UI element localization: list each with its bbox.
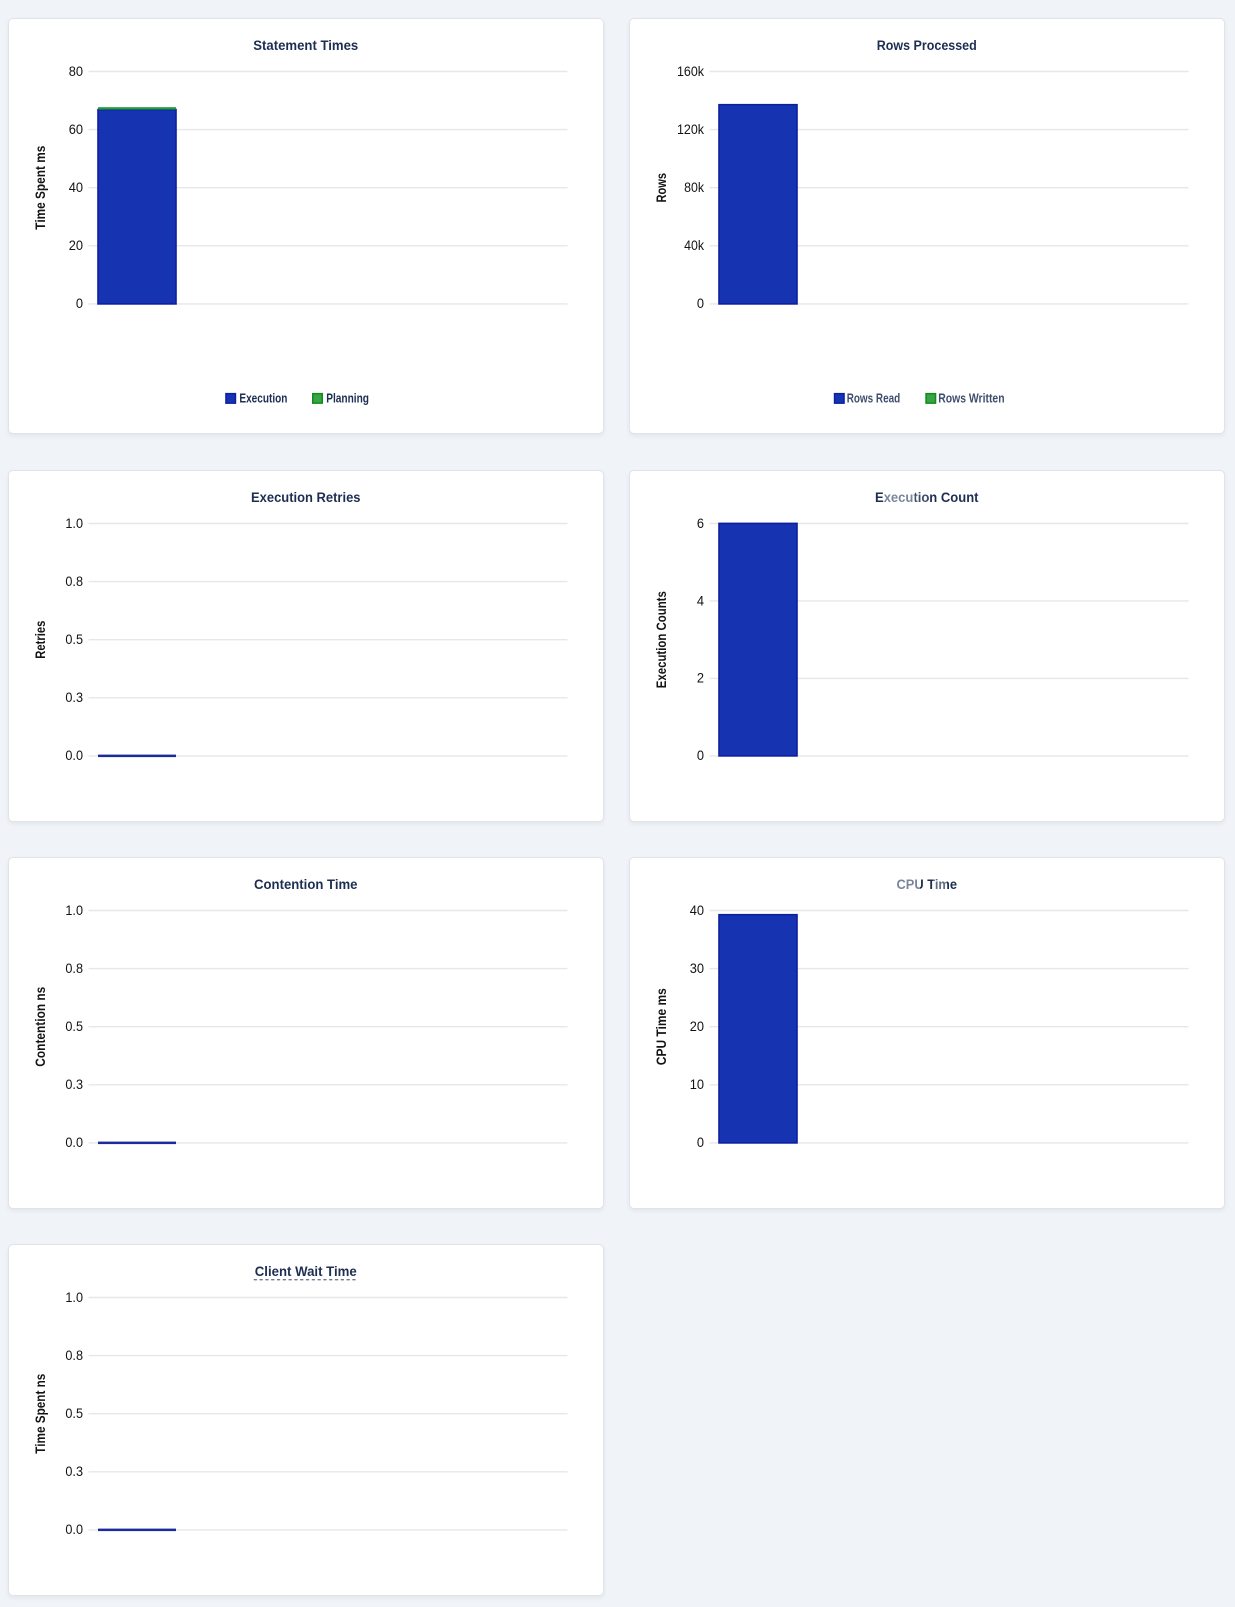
svg-text:80k: 80k (684, 179, 705, 195)
svg-text:40k: 40k (684, 237, 705, 253)
svg-text:40: 40 (69, 179, 83, 195)
svg-text:1.0: 1.0 (65, 902, 83, 918)
svg-text:Execution: Execution (239, 391, 287, 405)
svg-text:0: 0 (697, 295, 704, 311)
svg-text:80: 80 (69, 63, 83, 79)
svg-text:Rows Processed: Rows Processed (877, 38, 977, 53)
svg-text:1.0: 1.0 (65, 1289, 83, 1305)
svg-text:Retries: Retries (33, 620, 48, 658)
svg-text:0.5: 0.5 (65, 631, 83, 647)
svg-text:Rows Written: Rows Written (938, 391, 1004, 405)
svg-text:Contention ns: Contention ns (33, 987, 48, 1067)
svg-text:20: 20 (690, 1018, 704, 1034)
svg-text:0.3: 0.3 (65, 689, 83, 705)
svg-text:Time Spent ms: Time Spent ms (33, 146, 48, 230)
svg-text:Execution Retries: Execution Retries (251, 489, 361, 504)
svg-text:Client Wait Time: Client Wait Time (255, 1264, 357, 1279)
svg-text:0.8: 0.8 (65, 960, 83, 976)
svg-text:4: 4 (697, 592, 704, 608)
svg-text:CPU Time ms: CPU Time ms (654, 988, 669, 1065)
svg-text:Rows: Rows (654, 173, 669, 203)
svg-text:0: 0 (697, 747, 704, 763)
svg-text:Planning: Planning (326, 391, 369, 405)
svg-text:0.3: 0.3 (65, 1076, 83, 1092)
svg-text:30: 30 (690, 960, 704, 976)
svg-text:10: 10 (690, 1076, 704, 1092)
svg-text:0: 0 (76, 295, 83, 311)
svg-text:Execution Counts: Execution Counts (654, 591, 669, 688)
svg-text:0.8: 0.8 (65, 1347, 83, 1363)
svg-text:Statement Times: Statement Times (253, 38, 358, 53)
svg-text:20: 20 (69, 237, 83, 253)
svg-text:Rows Read: Rows Read (847, 391, 901, 405)
svg-text:1.0: 1.0 (65, 514, 83, 530)
svg-text:6: 6 (697, 514, 704, 530)
svg-text:0.0: 0.0 (65, 1134, 83, 1150)
svg-text:0.5: 0.5 (65, 1018, 83, 1034)
svg-text:40: 40 (690, 902, 704, 918)
svg-text:0.5: 0.5 (65, 1405, 83, 1421)
svg-text:0.3: 0.3 (65, 1463, 83, 1479)
svg-text:2: 2 (697, 669, 704, 685)
svg-text:Contention Time: Contention Time (254, 877, 358, 892)
svg-text:Time Spent ns: Time Spent ns (33, 1374, 48, 1454)
svg-text:0.8: 0.8 (65, 572, 83, 588)
svg-text:CPU Time: CPU Time (897, 877, 958, 892)
svg-text:120k: 120k (677, 121, 705, 137)
svg-text:160k: 160k (677, 63, 705, 79)
svg-text:0.0: 0.0 (65, 747, 83, 763)
svg-text:60: 60 (69, 121, 83, 137)
svg-text:0.0: 0.0 (65, 1521, 83, 1537)
svg-text:0: 0 (697, 1134, 704, 1150)
svg-text:Execution Count: Execution Count (875, 489, 979, 504)
